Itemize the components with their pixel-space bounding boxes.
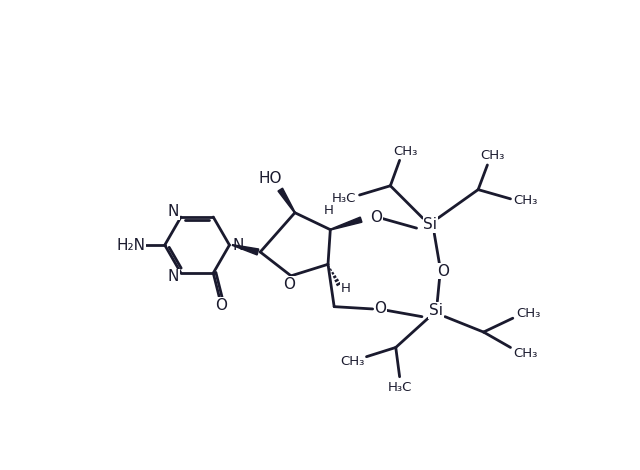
Polygon shape — [232, 245, 259, 255]
Text: Si: Si — [429, 303, 443, 318]
Text: O: O — [284, 277, 296, 292]
Text: O: O — [374, 301, 387, 316]
Text: O: O — [371, 210, 383, 225]
Text: O: O — [438, 264, 449, 279]
Polygon shape — [278, 188, 295, 213]
Text: H: H — [324, 204, 333, 217]
Text: HO: HO — [259, 172, 282, 186]
Text: CH₃: CH₃ — [394, 145, 418, 158]
Text: N: N — [232, 237, 244, 252]
Text: H₃C: H₃C — [332, 192, 356, 204]
Text: Si: Si — [424, 217, 437, 232]
Text: H₂N: H₂N — [116, 237, 145, 252]
Text: CH₃: CH₃ — [516, 307, 540, 320]
Text: N: N — [168, 204, 179, 219]
Text: H: H — [340, 282, 351, 295]
Polygon shape — [330, 217, 362, 230]
Text: CH₃: CH₃ — [513, 347, 538, 360]
Text: CH₃: CH₃ — [480, 149, 504, 162]
Text: N: N — [168, 269, 179, 284]
Text: H₃C: H₃C — [387, 381, 412, 394]
Text: CH₃: CH₃ — [340, 355, 365, 368]
Text: CH₃: CH₃ — [514, 194, 538, 207]
Text: O: O — [215, 298, 227, 313]
